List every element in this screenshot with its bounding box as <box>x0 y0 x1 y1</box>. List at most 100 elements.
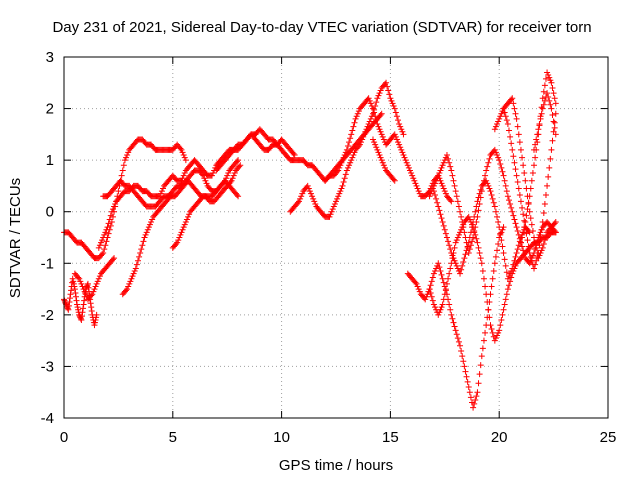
data-point <box>507 270 514 277</box>
data-point <box>515 131 522 138</box>
data-point <box>391 177 398 184</box>
data-point <box>437 268 444 275</box>
data-point <box>341 175 348 182</box>
data-point <box>472 208 479 215</box>
data-point <box>341 151 348 158</box>
y-tick-labels: -4 -3 -2 -1 0 1 2 3 <box>41 49 54 427</box>
data-point <box>390 102 397 109</box>
data-point <box>449 172 456 179</box>
data-point <box>225 170 232 177</box>
data-point <box>478 260 485 267</box>
data-point <box>435 260 442 267</box>
data-point <box>508 268 515 275</box>
data-point <box>377 112 384 119</box>
data-point <box>335 167 342 174</box>
data-point <box>452 239 459 246</box>
data-point <box>123 154 130 161</box>
data-point <box>479 182 486 189</box>
data-point <box>97 239 104 246</box>
data-point <box>343 167 350 174</box>
data-point <box>473 219 480 226</box>
data-point <box>79 309 86 316</box>
x-tick-label: 5 <box>169 429 177 446</box>
data-point <box>429 185 436 192</box>
data-point <box>533 136 540 143</box>
data-point <box>507 133 514 140</box>
data-point <box>542 233 549 240</box>
data-point <box>453 331 460 338</box>
data-point <box>503 291 510 298</box>
data-point <box>430 301 437 308</box>
data-point <box>462 368 469 375</box>
data-point <box>447 265 454 272</box>
data-point <box>393 113 400 120</box>
data-point <box>551 220 558 227</box>
data-point <box>183 216 190 223</box>
data-point <box>335 193 342 200</box>
data-point <box>461 255 468 262</box>
data-point <box>125 149 132 156</box>
series-track-9 <box>287 79 407 220</box>
data-point <box>505 282 512 289</box>
data-point <box>384 83 391 90</box>
data-point <box>501 256 508 263</box>
data-point <box>536 121 543 128</box>
data-point <box>68 287 75 294</box>
data-point <box>81 288 88 295</box>
data-point <box>69 275 76 282</box>
data-point <box>497 161 504 168</box>
x-tick-label: 25 <box>600 429 617 446</box>
data-point <box>441 291 448 298</box>
data-point <box>75 274 82 281</box>
data-point <box>373 117 380 124</box>
data-point <box>474 213 481 220</box>
data-point <box>175 237 182 244</box>
data-point <box>513 115 520 122</box>
data-point <box>106 216 113 223</box>
series-track-18 <box>500 105 559 272</box>
data-point <box>179 175 186 182</box>
data-point <box>133 261 140 268</box>
data-point <box>532 239 539 246</box>
data-point <box>523 230 530 237</box>
data-point <box>367 115 374 122</box>
data-point <box>414 283 421 290</box>
data-point <box>513 172 520 179</box>
data-point <box>478 353 485 360</box>
data-point <box>495 154 502 161</box>
data-point <box>181 170 188 177</box>
data-point <box>381 164 388 171</box>
data-point <box>466 389 473 396</box>
data-point <box>79 283 86 290</box>
data-point <box>111 203 118 210</box>
data-point <box>328 208 335 215</box>
y-tick-label: 3 <box>46 49 54 66</box>
data-point <box>373 144 380 151</box>
plot-frame <box>63 56 609 419</box>
data-point <box>485 306 492 313</box>
data-point <box>145 224 152 231</box>
data-point <box>501 177 508 184</box>
data-point <box>93 280 100 287</box>
data-point <box>525 199 532 206</box>
data-point <box>512 220 519 227</box>
data-point <box>514 228 521 235</box>
data-point <box>180 172 187 179</box>
data-point <box>466 246 473 253</box>
data-point <box>99 251 106 258</box>
data-point <box>503 269 510 276</box>
data-point <box>455 338 462 345</box>
data-point <box>538 226 545 233</box>
data-point <box>487 322 494 329</box>
data-point <box>72 289 79 296</box>
data-point <box>102 229 109 236</box>
data-point <box>509 95 516 102</box>
data-point <box>501 301 508 308</box>
data-point <box>426 286 433 293</box>
data-point <box>71 286 78 293</box>
data-point <box>455 231 462 238</box>
data-point <box>442 286 449 293</box>
data-point <box>476 200 483 207</box>
data-point <box>129 273 136 280</box>
data-point <box>339 182 346 189</box>
